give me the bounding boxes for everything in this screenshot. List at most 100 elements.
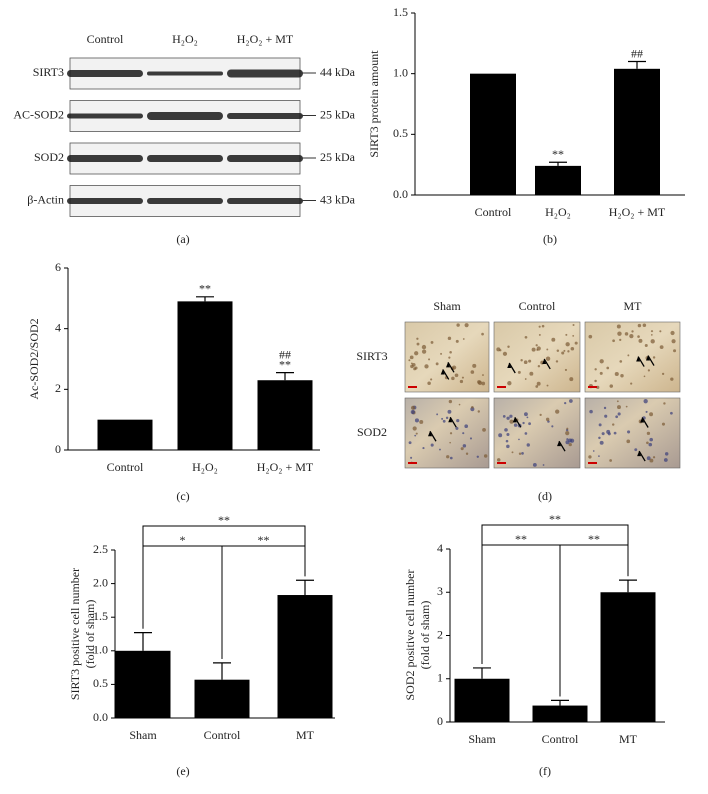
cell	[509, 414, 513, 418]
cell	[439, 448, 441, 451]
bar	[115, 650, 171, 718]
blot-size-label: 44 kDa	[320, 65, 356, 79]
column-label: Sham	[433, 299, 461, 313]
cell	[643, 375, 646, 378]
cell	[659, 345, 664, 350]
error-bar	[628, 60, 646, 69]
cell	[603, 406, 607, 410]
panel-label: (d)	[538, 489, 552, 503]
cell	[523, 360, 528, 365]
cell	[465, 452, 469, 455]
x-tick-label: Control	[107, 460, 144, 474]
cell	[538, 333, 541, 336]
cell	[408, 359, 411, 362]
x-tick-label: H₂O₂ + MT	[257, 460, 314, 474]
cell	[594, 379, 597, 383]
y-axis-label: SOD2 positive cell number	[403, 570, 417, 701]
cell	[599, 371, 603, 375]
arrow	[508, 362, 516, 374]
blot-band	[227, 155, 303, 162]
cell	[619, 360, 623, 363]
comparison-bracket	[142, 525, 306, 629]
cell	[620, 374, 624, 378]
cell	[612, 339, 615, 343]
cell	[652, 356, 656, 359]
column-label: MT	[624, 299, 643, 313]
cell	[471, 405, 474, 409]
cell	[565, 440, 570, 445]
error-bar	[196, 296, 214, 302]
cell	[609, 459, 613, 462]
cell	[624, 332, 629, 336]
y-tick-label: 0.0	[93, 710, 108, 724]
row-label: SOD2	[357, 425, 387, 439]
cell	[528, 422, 531, 426]
cell	[435, 362, 439, 366]
y-tick-label: 0	[55, 442, 61, 456]
y-tick-label: 3	[437, 584, 443, 598]
blot-band	[227, 198, 303, 204]
micrograph	[584, 397, 681, 469]
blot-band	[67, 155, 143, 162]
cell	[436, 413, 439, 416]
blot-band	[147, 198, 223, 204]
cell	[661, 372, 665, 376]
cell	[421, 344, 427, 350]
micrograph-bg	[404, 321, 490, 393]
panel-label: (a)	[176, 232, 189, 246]
cell	[542, 464, 545, 466]
y-tick-label: 2	[437, 627, 443, 641]
arrow-head	[445, 362, 450, 368]
cell	[511, 451, 514, 454]
cell	[414, 351, 419, 356]
error-bar	[473, 667, 491, 679]
arrow-head	[640, 417, 645, 423]
cell	[598, 436, 601, 440]
cell	[638, 338, 643, 343]
scale-bar	[497, 386, 506, 388]
cell	[617, 331, 622, 336]
arrow-head	[512, 417, 517, 423]
error-bar	[276, 372, 294, 381]
cell	[546, 384, 549, 387]
scale-bar	[588, 386, 597, 388]
cell	[446, 455, 450, 459]
cell	[546, 348, 549, 351]
cell	[408, 441, 412, 445]
cell	[565, 431, 570, 436]
blot-row-label: AC-SOD2	[13, 107, 64, 121]
cell	[430, 443, 434, 447]
y-tick-label: 0.0	[393, 187, 408, 201]
cell	[427, 381, 431, 386]
cell	[424, 364, 429, 369]
cell	[477, 380, 481, 384]
y-tick-label: 0.5	[393, 126, 408, 140]
cell	[409, 355, 414, 360]
bar	[97, 419, 153, 450]
cell	[598, 455, 600, 457]
cell	[647, 369, 651, 372]
cell	[531, 347, 536, 352]
cell	[459, 379, 464, 384]
cell	[646, 456, 651, 461]
cell	[604, 414, 608, 418]
cell	[606, 366, 610, 370]
lane-label: H₂O₂	[172, 32, 198, 46]
cell	[556, 349, 560, 352]
cell	[462, 338, 465, 340]
cell	[588, 334, 593, 339]
cell	[447, 409, 452, 414]
cell	[524, 412, 528, 417]
y-axis-label: SIRT3 positive cell number	[68, 568, 82, 700]
cell	[518, 452, 522, 455]
cell	[464, 323, 469, 328]
cell	[561, 351, 565, 355]
cell	[612, 423, 615, 426]
significance-label: **	[279, 357, 291, 371]
cell	[521, 452, 524, 455]
cell	[496, 347, 501, 352]
cell	[539, 413, 542, 416]
cell	[609, 384, 614, 388]
cell	[440, 352, 443, 355]
